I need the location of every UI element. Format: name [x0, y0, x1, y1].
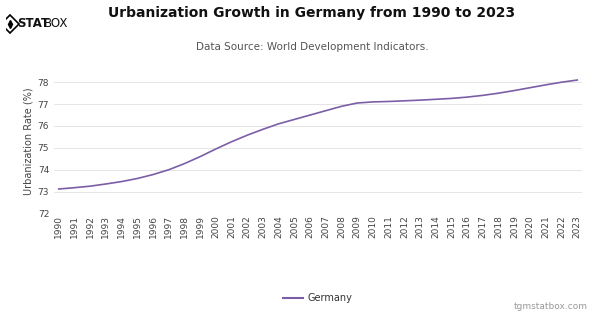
Text: tgmstatbox.com: tgmstatbox.com — [514, 302, 588, 311]
Text: Urbanization Growth in Germany from 1990 to 2023: Urbanization Growth in Germany from 1990… — [109, 6, 515, 20]
Text: Data Source: World Development Indicators.: Data Source: World Development Indicator… — [196, 42, 428, 52]
Y-axis label: Urbanization Rate (%): Urbanization Rate (%) — [23, 88, 34, 195]
Text: STAT: STAT — [17, 17, 49, 30]
Legend: Germany: Germany — [280, 289, 356, 307]
Text: BOX: BOX — [43, 17, 68, 30]
